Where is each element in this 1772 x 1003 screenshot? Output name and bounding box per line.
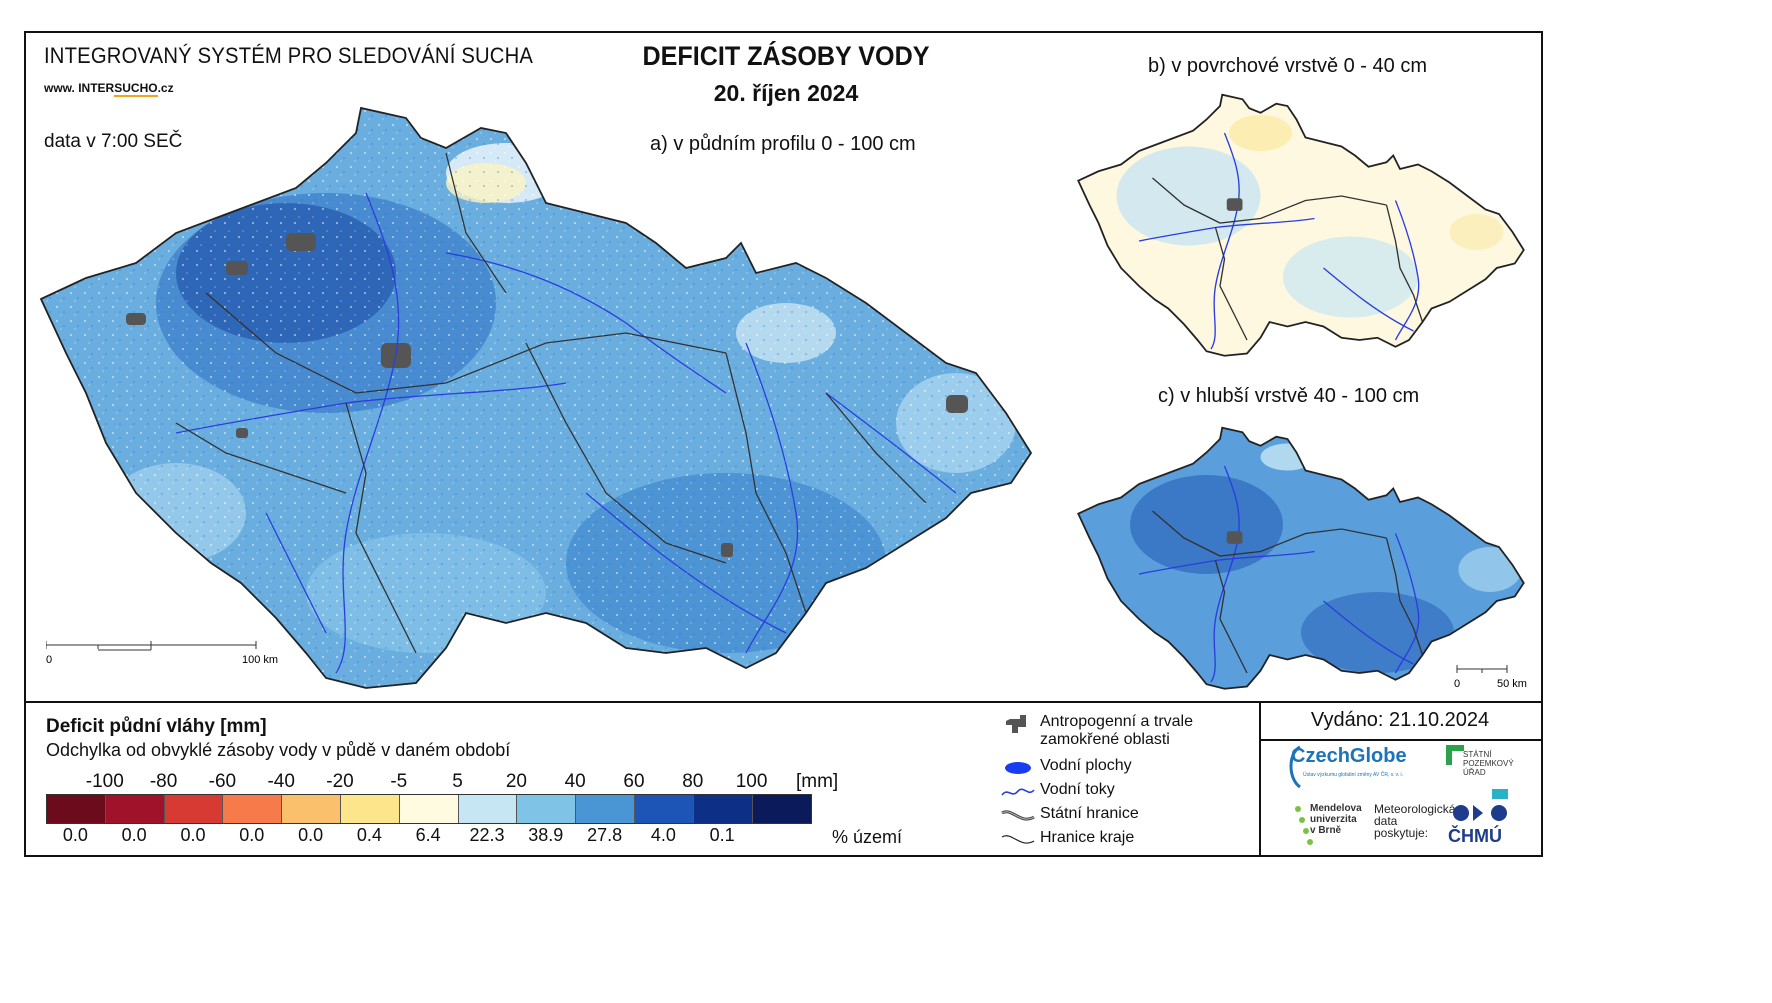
legend-pct-label: 22.3 — [469, 825, 505, 845]
legend-pct-label: 0.4 — [356, 825, 382, 845]
legend-pct-label: 0.1 — [709, 825, 735, 845]
spu-logo-icon — [1446, 745, 1464, 765]
legend-pct-label: 0.0 — [121, 825, 147, 845]
water-body-icon — [1005, 762, 1031, 774]
legend-color-cell — [105, 795, 165, 823]
legend-color-cell — [693, 795, 753, 823]
url-prefix: www. INTER — [44, 81, 115, 95]
state-border-label: Státní hranice — [1040, 805, 1139, 822]
legend-unit: [mm] — [796, 771, 839, 792]
czechglobe-arc-icon — [1289, 745, 1302, 789]
legend-break-label: -80 — [149, 771, 178, 792]
panel-c-title: c) v hlubší vrstvě 40 - 100 cm — [1158, 385, 1420, 407]
date-title: 20. říjen 2024 — [713, 80, 859, 106]
streams-label: Vodní toky — [1040, 781, 1115, 798]
legend-pct-unit: % území — [832, 827, 903, 847]
chmu-logo-icon — [1453, 805, 1507, 821]
met-data-label: Meteorologická data poskytuje: — [1374, 802, 1456, 840]
legend-streams: Vodní toky — [996, 781, 1115, 803]
legend-break-label: 60 — [623, 771, 645, 792]
legend-break-label: -5 — [390, 771, 408, 792]
legend-color-cell — [399, 795, 459, 823]
legend-color-cell — [164, 795, 224, 823]
legend-color-cell — [634, 795, 694, 823]
legend-break-label: -20 — [326, 771, 354, 792]
czechglobe-subtitle: Ústav výzkumu globální změny AV ČR, v. v… — [1303, 772, 1404, 778]
url-highlight: SUCHO — [114, 81, 158, 97]
small-scale-start: 0 — [1454, 678, 1460, 690]
legend-title: Deficit půdní vláhy [mm] — [46, 716, 267, 737]
region-borders — [175, 152, 927, 654]
legend-color-cell — [47, 795, 106, 823]
legend-break-label: 80 — [682, 771, 704, 792]
legend-pct-label: 6.4 — [415, 825, 441, 845]
legend-break-label: 40 — [564, 771, 586, 792]
legend-break-label: -40 — [267, 771, 295, 792]
main-scale-bar: 0 100 km — [46, 641, 278, 666]
legend-subtitle: Odchylka od obvyklé zásoby vody v půdě v… — [46, 740, 511, 760]
spu-accent-icon — [1492, 789, 1508, 799]
mendel-logo: Mendelova univerzita v Brně — [1310, 803, 1362, 836]
legend-pct-label: 38.9 — [528, 825, 564, 845]
stream-icon — [1001, 788, 1035, 796]
main-scale-start: 0 — [46, 654, 52, 666]
main-map-a — [39, 106, 1033, 689]
issued-divider — [1259, 739, 1541, 741]
state-border — [39, 106, 1033, 689]
legend-color-cell — [517, 795, 577, 823]
anthropogenic-icon — [1006, 715, 1026, 733]
legend-color-cell — [340, 795, 400, 823]
small-map-c — [1077, 426, 1525, 690]
legend-color-cell — [282, 795, 341, 823]
region-border-label: Hranice kraje — [1040, 829, 1135, 846]
panel-b-title: b) v povrchové vrstvě 0 - 40 cm — [1148, 55, 1427, 77]
url-suffix: .cz — [157, 81, 174, 95]
small-scale-end: 50 km — [1497, 678, 1527, 690]
legend-break-label: 100 — [735, 771, 768, 792]
legend-pct-label: 0.0 — [298, 825, 324, 845]
legend-color-cell — [752, 795, 812, 823]
water-bodies-label: Vodní plochy — [1040, 757, 1132, 774]
legend-pct-label: 0.0 — [62, 825, 88, 845]
small-map-b — [1077, 93, 1525, 357]
issued-date: Vydáno: 21.10.2024 — [1310, 709, 1490, 731]
legend-water-bodies: Vodní plochy — [996, 757, 1132, 779]
chmu-logo: ČHMÚ — [1448, 826, 1502, 846]
anthropogenic-label: Antropogenní a trvale zamokřené oblasti — [1040, 713, 1193, 748]
rivers — [175, 192, 957, 674]
legend-break-label: 5 — [452, 771, 463, 792]
legend-region-border: Hranice kraje — [996, 829, 1134, 851]
website-url[interactable]: www. INTERSUCHO.cz — [44, 81, 174, 97]
legend-color-cell — [223, 795, 283, 823]
legend-pct-label: 4.0 — [650, 825, 676, 845]
spu-logo: STÁTNÍ POZEMKOVÝ ÚŘAD — [1463, 750, 1514, 777]
map-frame: INTEGROVANÝ SYSTÉM PRO SLEDOVÁNÍ SUCHA w… — [24, 31, 1543, 857]
legend-break-label: -100 — [85, 771, 124, 792]
legend-break-label: 20 — [505, 771, 527, 792]
legend-state-border: Státní hranice — [996, 805, 1139, 827]
data-time: data v 7:00 SEČ — [44, 131, 183, 152]
small-scale-bar: 0 50 km — [1454, 665, 1527, 690]
main-scale-end: 100 km — [242, 654, 278, 666]
legend-divider — [26, 701, 1541, 703]
czechglobe-logo: CzechGlobe — [1291, 745, 1407, 767]
main-title: DEFICIT ZÁSOBY VODY — [642, 41, 930, 71]
panel-a-title: a) v půdním profilu 0 - 100 cm — [650, 133, 916, 155]
legend-color-cell — [458, 795, 518, 823]
region-border-icon — [1001, 835, 1035, 844]
legend-color-scale — [46, 794, 813, 824]
mendel-dots-icon — [1295, 806, 1313, 845]
legend-pct-label: 0.0 — [180, 825, 206, 845]
legend-break-label: -60 — [208, 771, 237, 792]
legend-pct-label: 27.8 — [587, 825, 623, 845]
system-title: INTEGROVANÝ SYSTÉM PRO SLEDOVÁNÍ SUCHA — [44, 43, 534, 68]
footer-divider — [1259, 701, 1261, 857]
legend-pct-label: 0.0 — [239, 825, 265, 845]
legend-anthropogenic: Antropogenní a trvale zamokřené oblasti — [996, 713, 1230, 749]
legend-color-cell — [576, 795, 635, 823]
state-border-icon — [1001, 810, 1035, 821]
